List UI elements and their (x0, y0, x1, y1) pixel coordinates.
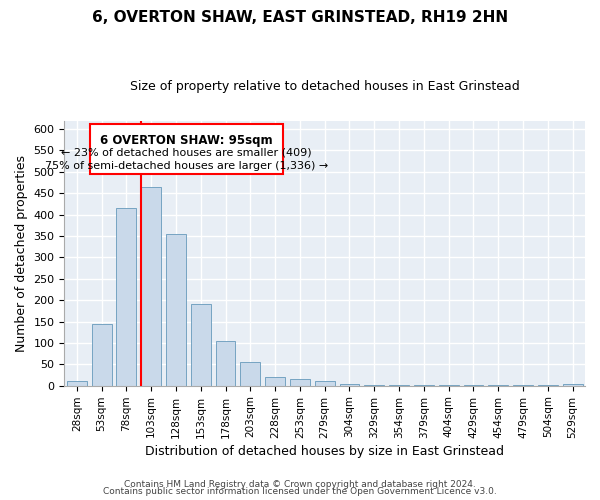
Bar (439, 385, 458, 386)
Bar (116, 208, 136, 386)
Title: Size of property relative to detached houses in East Grinstead: Size of property relative to detached ho… (130, 80, 520, 93)
Bar (538, 385, 558, 386)
Text: 75% of semi-detached houses are larger (1,336) →: 75% of semi-detached houses are larger (… (45, 161, 328, 171)
Bar (67, 382, 87, 386)
Text: 6 OVERTON SHAW: 95sqm: 6 OVERTON SHAW: 95sqm (100, 134, 273, 147)
Bar (513, 385, 533, 386)
Text: ← 23% of detached houses are smaller (409): ← 23% of detached houses are smaller (40… (61, 148, 312, 158)
Bar (389, 385, 409, 386)
FancyBboxPatch shape (91, 124, 283, 174)
Text: 6, OVERTON SHAW, EAST GRINSTEAD, RH19 2HN: 6, OVERTON SHAW, EAST GRINSTEAD, RH19 2H… (92, 10, 508, 25)
Bar (290, 380, 310, 386)
Bar (166, 234, 186, 386)
X-axis label: Distribution of detached houses by size in East Grinstead: Distribution of detached houses by size … (145, 444, 504, 458)
Bar (488, 385, 508, 386)
Bar (315, 382, 335, 386)
Bar (241, 362, 260, 386)
Bar (215, 341, 235, 386)
Bar (364, 385, 384, 386)
Bar (191, 304, 211, 386)
Y-axis label: Number of detached properties: Number of detached properties (15, 154, 28, 352)
Text: Contains HM Land Registry data © Crown copyright and database right 2024.: Contains HM Land Registry data © Crown c… (124, 480, 476, 489)
Bar (92, 324, 112, 386)
Bar (563, 384, 583, 386)
Text: Contains public sector information licensed under the Open Government Licence v3: Contains public sector information licen… (103, 487, 497, 496)
Bar (340, 384, 359, 386)
Bar (265, 377, 285, 386)
Bar (141, 187, 161, 386)
Bar (414, 385, 434, 386)
Bar (464, 385, 484, 386)
